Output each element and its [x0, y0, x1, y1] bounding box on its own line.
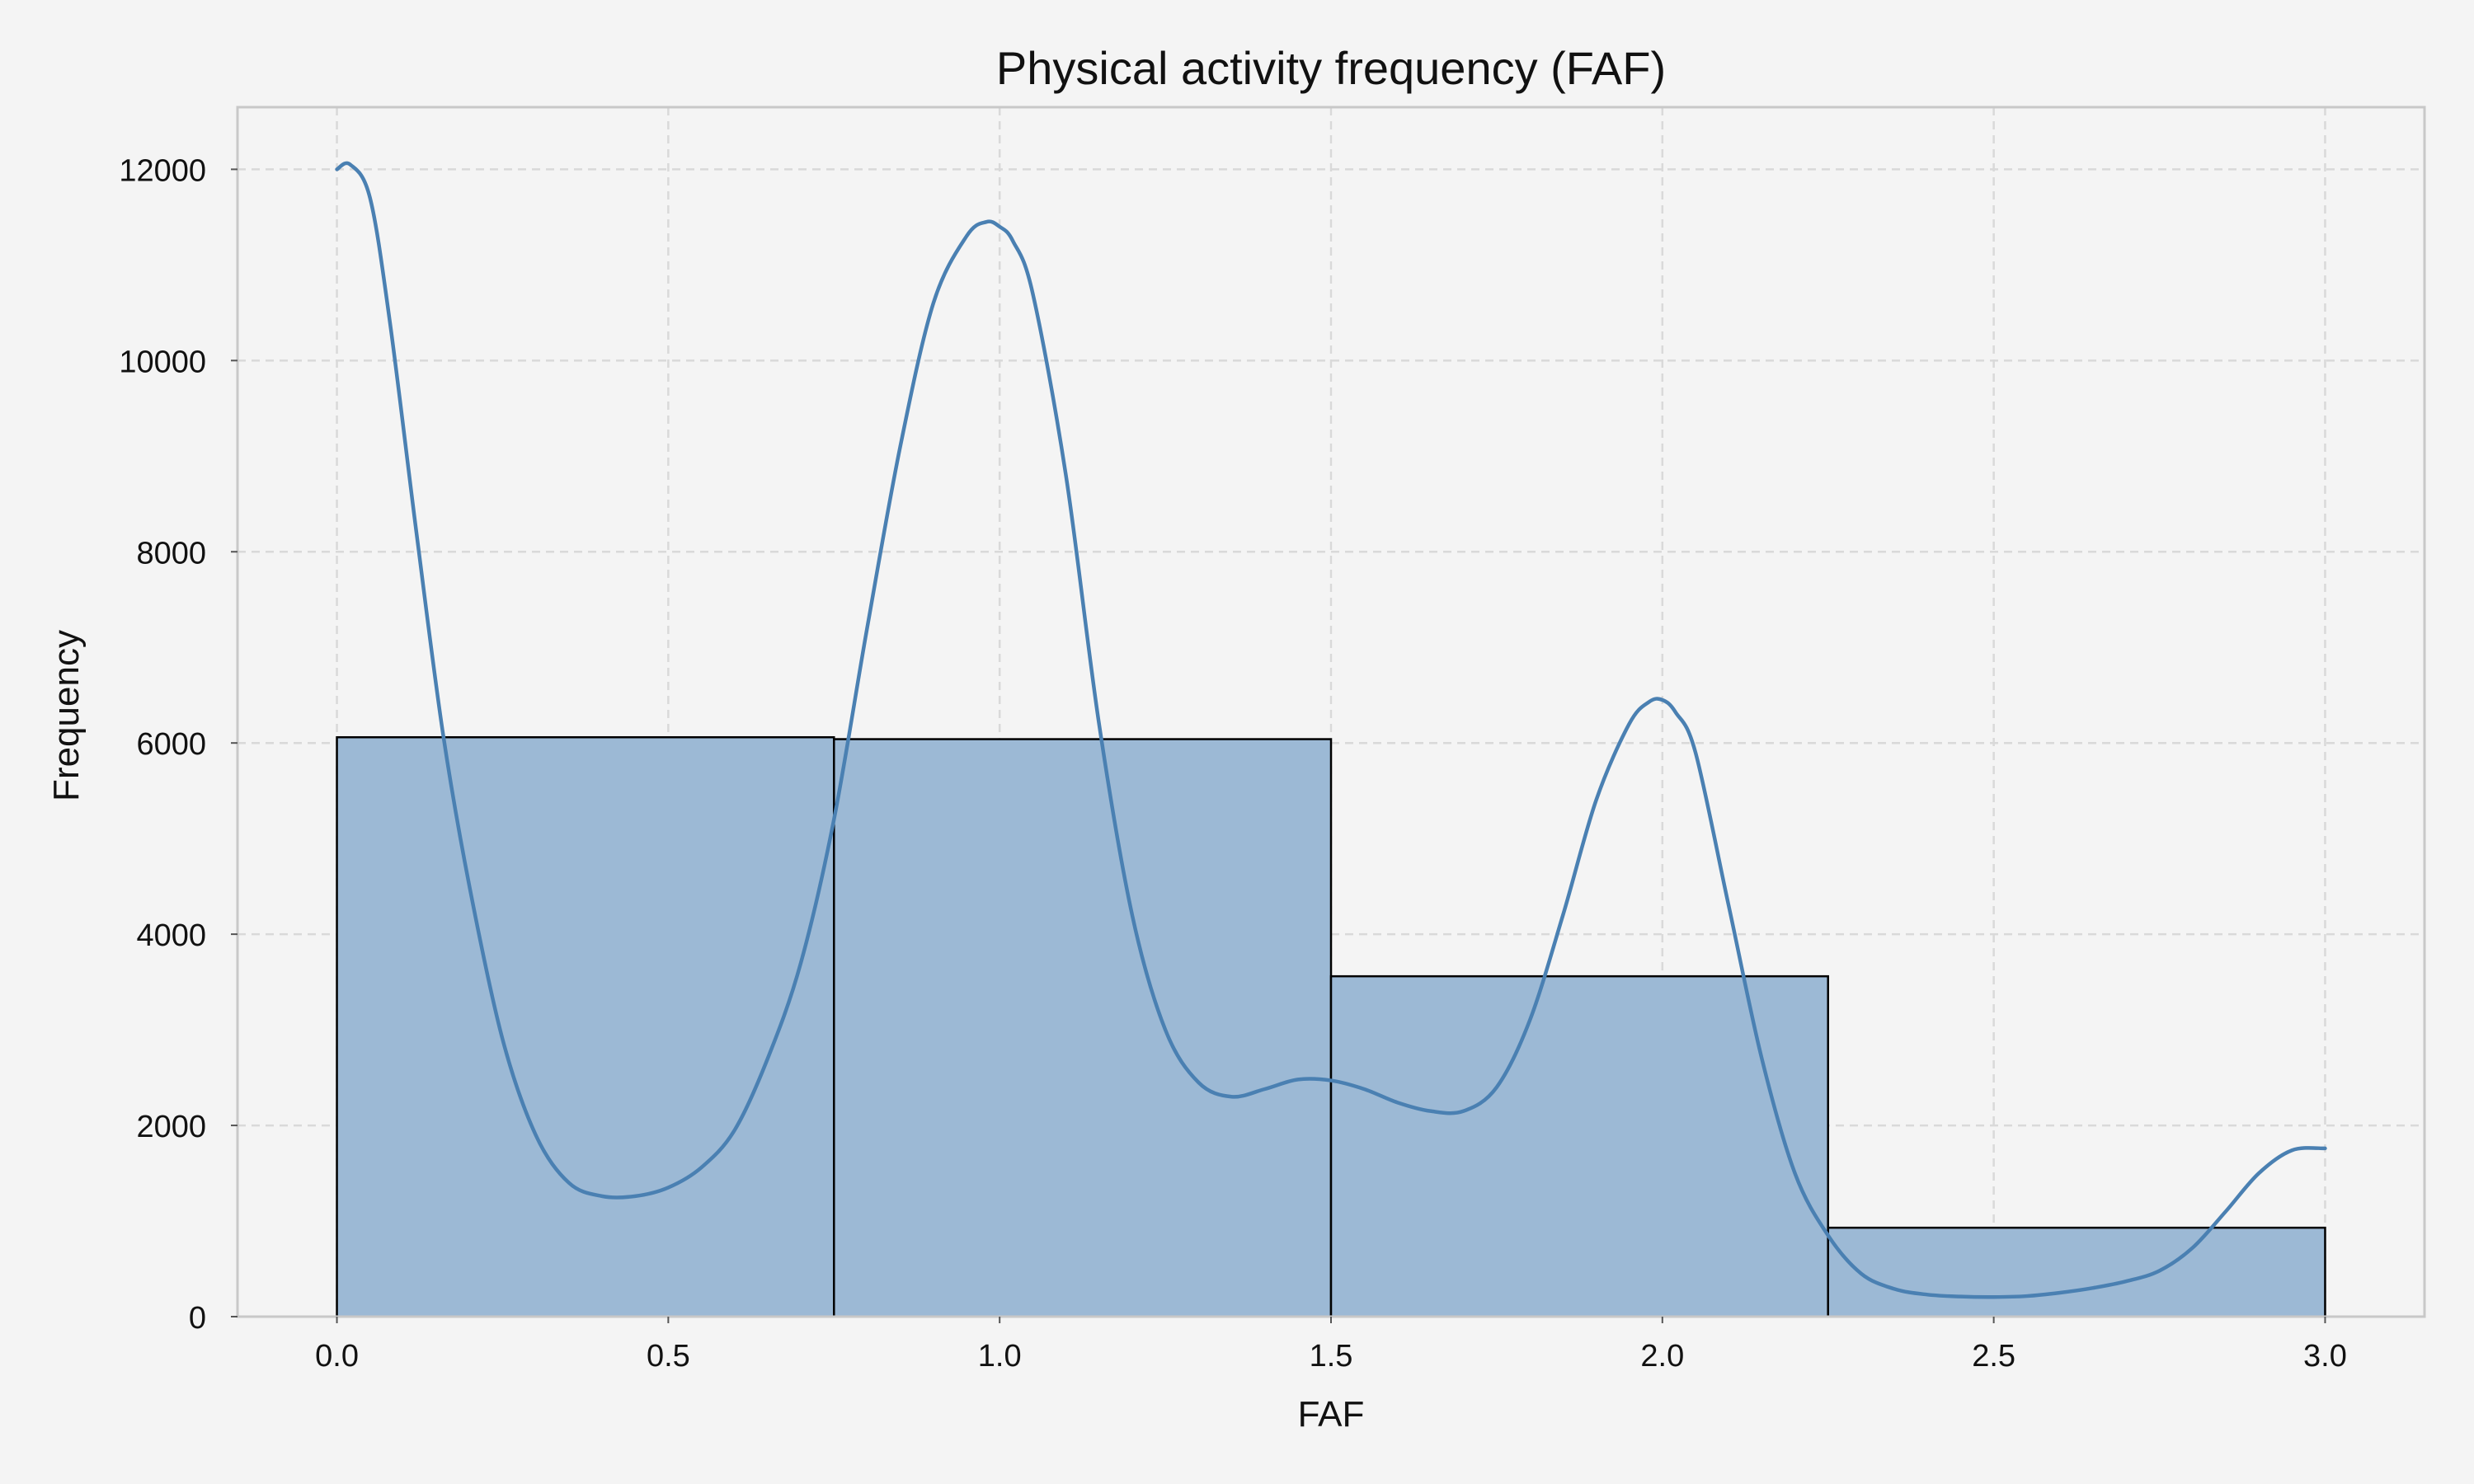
histogram-bar-3 [1827, 1226, 2326, 1318]
histogram-bars [336, 735, 2326, 1318]
x-axis-ticks: 0.0 0.5 1.0 1.5 2.0 2.5 3.0 [315, 1317, 2347, 1374]
x-tick-label: 2.0 [1640, 1339, 1684, 1374]
histogram-bar-0 [336, 735, 835, 1318]
y-tick-label: 6000 [136, 727, 206, 762]
x-tick-label: 3.0 [2303, 1339, 2347, 1374]
chart-title: Physical activity frequency (FAF) [996, 42, 1666, 94]
x-tick-label: 2.5 [1972, 1339, 2015, 1374]
x-tick-label: 0.0 [315, 1339, 359, 1374]
y-tick-label: 8000 [136, 536, 206, 571]
y-tick-label: 12000 [119, 153, 206, 188]
x-axis-label: FAF [1298, 1394, 1365, 1435]
y-axis-label: Frequency [46, 630, 87, 801]
y-axis-ticks: 0 2000 4000 6000 8000 10000 12000 [119, 153, 238, 1336]
kde-curve-layer [335, 161, 2327, 1299]
histogram-bar-2 [1329, 974, 1829, 1318]
y-tick-label: 4000 [136, 918, 206, 953]
y-tick-label: 0 [189, 1301, 206, 1336]
histogram-bar-1 [833, 738, 1333, 1318]
x-tick-label: 1.5 [1310, 1339, 1353, 1374]
x-tick-label: 0.5 [647, 1339, 690, 1374]
kde-curve [335, 161, 2327, 1299]
y-tick-label: 10000 [119, 345, 206, 379]
y-tick-label: 2000 [136, 1110, 206, 1144]
x-tick-label: 1.0 [978, 1339, 1022, 1374]
